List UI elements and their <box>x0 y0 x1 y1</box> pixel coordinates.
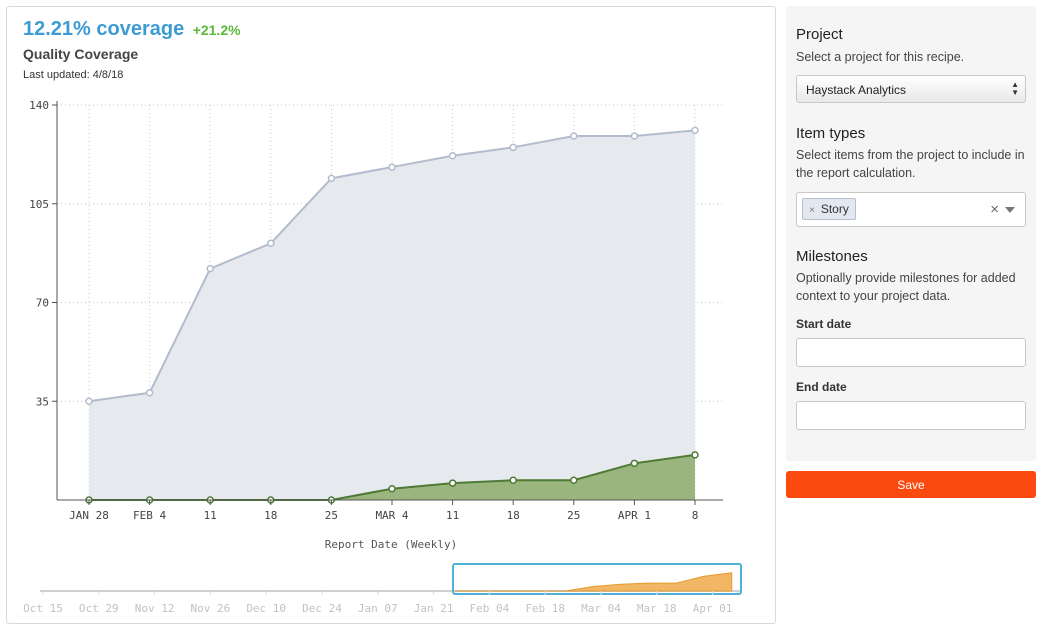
overview-tick-label: Feb 04 <box>470 602 510 615</box>
total-point <box>691 126 699 135</box>
project-heading: Project <box>796 26 843 43</box>
covered-point <box>691 451 699 459</box>
clear-icon[interactable]: × <box>990 201 999 218</box>
milestones-heading: Milestones <box>796 248 868 265</box>
x-tick-label: 18 <box>507 509 520 522</box>
overview-tick-label: Oct 29 <box>79 602 119 615</box>
settings-panel: Project Select a project for this recipe… <box>786 6 1036 461</box>
item-tag-story: × Story <box>802 198 856 220</box>
total-point <box>630 132 639 140</box>
item-types-heading: Item types <box>796 125 866 142</box>
covered-point <box>448 479 457 487</box>
x-axis-label: Report Date (Weekly) <box>325 538 457 551</box>
overview-tick-label: Mar 18 <box>637 602 677 615</box>
project-description: Select a project for this recipe. <box>796 50 965 64</box>
x-tick-label: APR 1 <box>618 509 651 522</box>
y-tick-label: 105 <box>29 198 49 211</box>
brush-selection <box>452 563 742 595</box>
select-arrows-icon: ▲ ▼ <box>1011 80 1019 97</box>
coverage-value: 12.21% coverage <box>23 18 185 40</box>
x-tick-label: 25 <box>325 509 338 522</box>
overview-tick-label: Feb 18 <box>525 602 565 615</box>
overview-tick-label: Oct 15 <box>23 602 63 615</box>
project-select[interactable]: Haystack Analytics ▲ ▼ <box>796 75 1026 103</box>
covered-point <box>630 459 639 468</box>
start-date-input[interactable] <box>796 338 1026 367</box>
overview-tick-label: Dec 24 <box>302 602 342 615</box>
overview-tick-label: Dec 10 <box>246 602 286 615</box>
total-point <box>145 389 154 397</box>
overview-area <box>455 572 733 592</box>
x-tick-label: MAR 4 <box>375 509 408 522</box>
milestones-description: Optionally provide milestones for added … <box>796 271 1016 303</box>
x-tick-label: FEB 4 <box>133 509 166 522</box>
x-tick-label: JAN 28 <box>69 509 109 522</box>
total-area <box>89 130 695 500</box>
y-tick-label: 35 <box>36 395 49 408</box>
overview-tick-label: Jan 21 <box>414 602 454 615</box>
start-date-label: Start date <box>796 317 852 331</box>
coverage-headline: 12.21% coverage +21.2% <box>23 18 241 41</box>
item-types-description: Select items from the project to include… <box>796 148 1025 180</box>
total-point <box>388 163 396 171</box>
covered-point <box>509 476 517 484</box>
total-point <box>509 143 517 152</box>
overview-tick-label: Apr 01 <box>693 602 733 615</box>
end-date-input[interactable] <box>796 401 1026 430</box>
covered-point <box>570 476 578 484</box>
project-select-value: Haystack Analytics <box>806 83 907 97</box>
covered-point <box>388 484 396 493</box>
x-tick-label: 25 <box>567 509 580 522</box>
x-tick-label: 11 <box>204 509 217 522</box>
coverage-delta: +21.2% <box>192 22 241 38</box>
total-point <box>206 264 214 273</box>
covered-area <box>89 454 695 500</box>
total-point <box>327 174 336 183</box>
chevron-down-icon[interactable] <box>1005 207 1015 213</box>
chart-subtitle: Quality Coverage <box>23 46 139 62</box>
chart-card: 12.21% coverage +21.2% Quality Coverage … <box>6 6 776 624</box>
overview-tick-label: Mar 04 <box>581 602 621 615</box>
overview-tick-label: Nov 12 <box>135 602 175 615</box>
total-point <box>85 397 93 405</box>
total-point <box>267 239 275 247</box>
total-point <box>570 132 578 140</box>
save-button[interactable]: Save <box>786 471 1036 498</box>
item-tag-label: Story <box>820 202 849 216</box>
y-tick-label: 140 <box>29 99 49 112</box>
item-types-select[interactable]: × Story × <box>796 192 1026 227</box>
y-tick-label: 70 <box>36 297 49 310</box>
end-date-label: End date <box>796 380 847 394</box>
x-tick-label: 11 <box>446 509 459 522</box>
last-updated: Last updated: 4/8/18 <box>23 69 124 81</box>
x-tick-label: 18 <box>264 509 277 522</box>
total-point <box>448 152 457 160</box>
tag-remove-icon[interactable]: × <box>809 205 815 216</box>
coverage-chart[interactable]: 35 70 105 140 JAN 28 FEB 4 11 18 25 MAR 4 11 18 25 AP… <box>7 7 777 625</box>
x-tick-label: 8 <box>692 509 699 522</box>
overview-tick-label: Jan 07 <box>358 602 398 615</box>
overview-tick-label: Nov 26 <box>191 602 231 615</box>
